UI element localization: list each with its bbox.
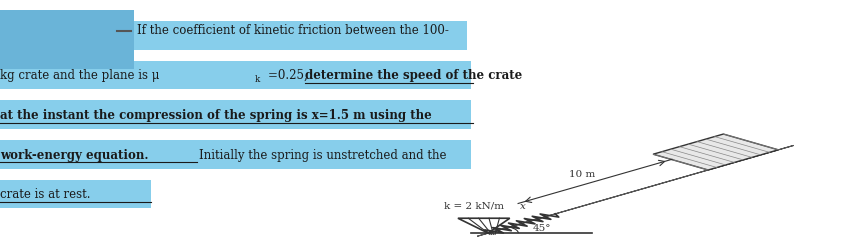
Text: =0.25,: =0.25, bbox=[268, 69, 311, 82]
Text: k: k bbox=[255, 75, 260, 84]
Text: x: x bbox=[520, 202, 525, 211]
Text: k = 2 kN/m: k = 2 kN/m bbox=[444, 202, 504, 211]
Text: at the instant the compression of the spring is x=1.5 m using the: at the instant the compression of the sp… bbox=[0, 109, 432, 122]
Text: kg crate and the plane is μ: kg crate and the plane is μ bbox=[0, 69, 159, 82]
Text: work-energy equation.: work-energy equation. bbox=[0, 149, 149, 161]
FancyBboxPatch shape bbox=[0, 100, 471, 129]
FancyBboxPatch shape bbox=[134, 21, 467, 50]
Polygon shape bbox=[477, 145, 794, 236]
Text: If the coefficient of kinetic friction between the 100-: If the coefficient of kinetic friction b… bbox=[137, 25, 448, 37]
Text: 45°: 45° bbox=[533, 224, 551, 233]
FancyBboxPatch shape bbox=[0, 61, 471, 89]
Polygon shape bbox=[653, 134, 778, 170]
FancyBboxPatch shape bbox=[0, 140, 471, 169]
Text: 10 m: 10 m bbox=[569, 170, 595, 179]
Text: determine the speed of the crate: determine the speed of the crate bbox=[305, 69, 522, 82]
Text: crate is at rest.: crate is at rest. bbox=[0, 188, 91, 201]
FancyBboxPatch shape bbox=[0, 180, 151, 208]
Text: Initially the spring is unstretched and the: Initially the spring is unstretched and … bbox=[199, 149, 446, 161]
FancyBboxPatch shape bbox=[0, 10, 134, 69]
